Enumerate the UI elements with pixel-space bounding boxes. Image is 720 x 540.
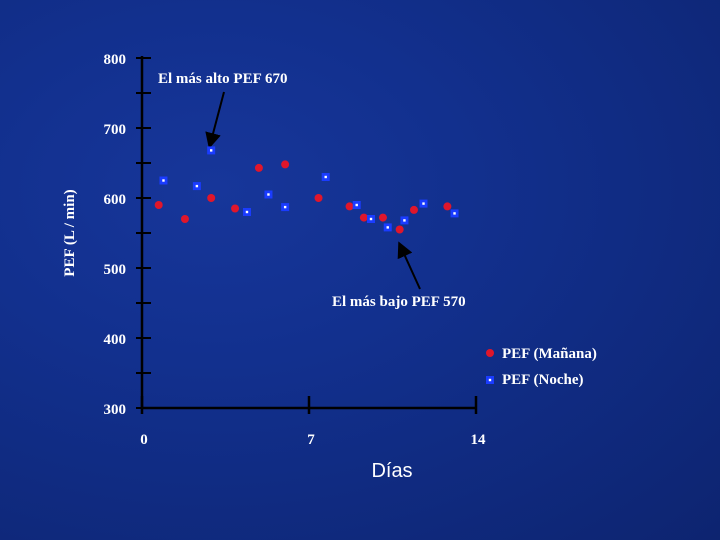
annotations: El más alto PEF 670 El más bajo PEF 570 xyxy=(158,71,466,310)
morning-point xyxy=(378,213,387,222)
y-tick-label: 300 xyxy=(104,402,127,418)
evening-point-center xyxy=(162,179,165,182)
legend-evening-label: PEF (Noche) xyxy=(502,372,584,388)
annotation-lowest: El más bajo PEF 570 xyxy=(332,294,466,310)
legend-morning-label: PEF (Mañana) xyxy=(502,346,597,362)
x-axis-label: Días xyxy=(371,460,412,482)
evening-point-center xyxy=(453,212,456,215)
annotation-highest-arrow xyxy=(205,91,225,149)
evening-point-center xyxy=(369,217,373,221)
morning-point xyxy=(443,202,452,211)
evening-point-center xyxy=(195,184,199,188)
y-tick-label: 600 xyxy=(104,192,127,208)
morning-point xyxy=(254,163,263,172)
morning-point xyxy=(231,204,240,213)
morning-point xyxy=(154,201,163,209)
legend-morning-marker xyxy=(486,349,494,357)
y-tick-label: 500 xyxy=(104,262,127,278)
evening-point-center xyxy=(267,193,270,196)
x-tick-label: 0 xyxy=(140,432,148,448)
morning-point xyxy=(207,194,216,202)
evening-point-center xyxy=(209,149,213,152)
x-tick-label: 7 xyxy=(307,432,315,448)
evening-point-center xyxy=(422,202,425,205)
morning-point xyxy=(345,202,354,211)
evening-point-center xyxy=(245,210,249,214)
morning-point xyxy=(180,215,189,223)
x-tick-label: 14 xyxy=(471,432,487,448)
y-tick-label: 400 xyxy=(104,332,127,348)
y-tick-label: 800 xyxy=(104,52,127,68)
morning-point xyxy=(395,225,404,234)
y-tick-label: 700 xyxy=(104,122,127,138)
axes: 300 400 500 600 700 800 0 7 14 xyxy=(104,52,487,448)
evening-point-center xyxy=(283,205,287,209)
legend-evening-marker-center xyxy=(488,378,492,382)
legend: PEF (Mañana) PEF (Noche) xyxy=(486,346,597,388)
morning-point xyxy=(359,213,368,222)
evening-point-center xyxy=(324,175,327,179)
evening-point-center xyxy=(403,219,406,222)
evening-point-center xyxy=(355,203,358,207)
evening-point-center xyxy=(386,226,389,229)
morning-point xyxy=(314,194,323,202)
annotation-highest: El más alto PEF 670 xyxy=(158,71,287,87)
morning-point xyxy=(281,160,290,169)
data-points xyxy=(154,146,459,234)
annotation-lowest-arrow xyxy=(397,241,421,290)
morning-point xyxy=(409,205,418,214)
y-axis-label: PEF (L / min) xyxy=(62,189,78,276)
